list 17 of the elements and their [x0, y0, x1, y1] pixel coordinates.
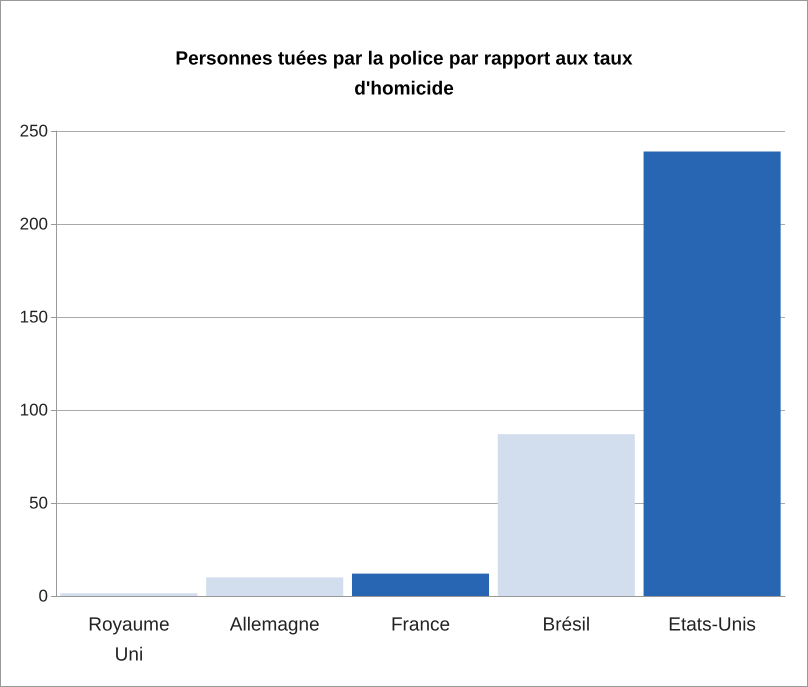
- y-tick-label: 0: [38, 586, 48, 606]
- x-tick-label: Allemagne: [230, 614, 320, 636]
- y-tick-label: 50: [29, 494, 48, 512]
- x-tick-label: France: [390, 614, 450, 636]
- bar: [352, 574, 490, 596]
- bar: [60, 593, 198, 596]
- x-tick-label: Brésil: [542, 614, 590, 636]
- x-tick-label: Etats-Unis: [668, 614, 756, 636]
- y-tick-label: 200: [20, 214, 48, 234]
- y-tick-label: 250: [20, 122, 48, 140]
- bar: [498, 434, 635, 596]
- x-tick-label: Royaume Uni: [88, 614, 170, 666]
- y-tick-label: 100: [20, 400, 48, 420]
- bar: [206, 577, 344, 596]
- chart-title: Personnes tuées par la police par rapport aux taux d'homicide: [175, 48, 634, 100]
- bar: [644, 151, 781, 596]
- y-tick-label: 150: [20, 308, 48, 326]
